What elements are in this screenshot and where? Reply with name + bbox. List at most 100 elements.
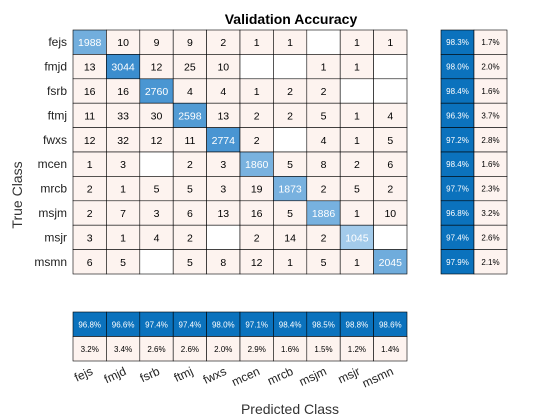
matrix-cell: [339, 249, 374, 275]
matrix-cell: [273, 176, 308, 202]
matrix-cell: [172, 176, 207, 202]
cell-value: 2: [220, 37, 226, 49]
matrix-cell: [373, 200, 408, 226]
col-summary-correct: 98.4%: [279, 320, 302, 329]
cell-value: 16: [84, 86, 96, 98]
cell-value: 2: [321, 86, 327, 98]
cell-value: 7: [120, 208, 126, 220]
matrix-cell: [139, 78, 174, 104]
matrix-cell: [339, 29, 374, 55]
matrix-cell: [139, 176, 174, 202]
matrix-cell: [172, 78, 207, 104]
row-summary-correct: 97.7%: [446, 185, 469, 194]
col-summary-correct-cell: [273, 311, 308, 337]
row-summary-incorrect: 2.3%: [481, 185, 499, 194]
y-tick-label: fmjd: [44, 60, 67, 74]
cell-value: 2: [87, 184, 93, 196]
cell-value: 2774: [212, 135, 236, 147]
y-tick-label: fsrb: [47, 84, 67, 98]
col-summary-incorrect-cell: [139, 336, 174, 362]
col-summary-incorrect: 1.2%: [348, 345, 366, 354]
cell-value: 13: [84, 62, 96, 74]
matrix-cell: [306, 29, 341, 55]
x-tick-label: fejs: [72, 364, 95, 385]
row-summary-correct: 97.4%: [446, 233, 469, 242]
row-summary-correct-cell: [440, 102, 475, 128]
row-summary-correct: 96.8%: [446, 209, 469, 218]
y-tick-label: msjm: [38, 206, 67, 220]
cell-value: 3: [220, 184, 226, 196]
cell-value: 5: [387, 135, 393, 147]
matrix-cell: [239, 200, 274, 226]
cell-value: 2: [321, 232, 327, 244]
col-summary-correct-cell: [373, 311, 408, 337]
matrix-cell: [72, 249, 107, 275]
x-tick-label: fsrb: [138, 364, 162, 385]
y-tick-label: msjr: [44, 230, 67, 244]
x-tick-label: mcen: [229, 364, 262, 389]
matrix-cell: [339, 54, 374, 80]
cell-value: 30: [151, 110, 163, 122]
matrix-cell: [206, 54, 241, 80]
x-tick-label: msjr: [336, 364, 362, 386]
cell-value: 5: [321, 110, 327, 122]
matrix-cell: [239, 249, 274, 275]
col-summary-incorrect-cell: [106, 336, 141, 362]
matrix-cell: [373, 224, 408, 250]
row-summary-correct: 98.4%: [446, 160, 469, 169]
tick-labels: fejsfmjdfsrbftmjfwxsmcenmrcbmsjmmsjrmsmn…: [34, 35, 395, 390]
matrix-cell: [373, 127, 408, 153]
cell-value: 4: [321, 135, 327, 147]
matrix-cell: [339, 151, 374, 177]
matrix-cell: [106, 151, 141, 177]
cell-value: 2: [187, 159, 193, 171]
cell-value: 1: [387, 37, 393, 49]
cell-value: 5: [120, 257, 126, 269]
cell-value: 1: [254, 86, 260, 98]
matrix-cell: [306, 151, 341, 177]
cell-value: 16: [117, 86, 129, 98]
cell-value: 33: [117, 110, 129, 122]
cell-value: 3: [120, 159, 126, 171]
matrix-cell: [172, 102, 207, 128]
chart-title: Validation Accuracy: [225, 11, 358, 27]
cell-value: 1860: [245, 159, 269, 171]
matrix-cell: [273, 54, 308, 80]
matrix-cell: [239, 127, 274, 153]
matrix-cell: [273, 78, 308, 104]
col-summary-incorrect-cell: [239, 336, 274, 362]
row-summary-incorrect-cell: [473, 78, 508, 104]
cell-value: 9: [154, 37, 160, 49]
col-summary-incorrect-cell: [206, 336, 241, 362]
matrix-cell: [106, 127, 141, 153]
row-summary-incorrect-cell: [473, 224, 508, 250]
row-summary-incorrect: 3.2%: [481, 209, 499, 218]
cell-value: 12: [151, 62, 163, 74]
matrix-cell: [239, 78, 274, 104]
row-summary-incorrect-cell: [473, 102, 508, 128]
cell-value: 2: [287, 86, 293, 98]
cell-value: 5: [354, 184, 360, 196]
row-summary-correct-cell: [440, 151, 475, 177]
matrix-cell: [172, 151, 207, 177]
cell-value: 1886: [312, 208, 336, 220]
cell-value: 1: [354, 208, 360, 220]
col-summary-correct: 96.6%: [112, 320, 135, 329]
matrix-cell: [206, 78, 241, 104]
cell-value: 1: [120, 184, 126, 196]
cell-value: 4: [387, 110, 393, 122]
y-tick-label: msmn: [34, 255, 67, 269]
cell-value: 1: [87, 159, 93, 171]
row-summary-incorrect: 2.6%: [481, 233, 499, 242]
col-summary-incorrect-cell: [373, 336, 408, 362]
row-summary-incorrect-cell: [473, 127, 508, 153]
row-summary-incorrect: 2.1%: [481, 258, 499, 267]
col-summary-correct: 97.1%: [245, 320, 268, 329]
row-summary-panel: 98.3% 1.7% 98.0% 2.0% 98.4% 1.6% 96.3% 3.7% 97.2…: [440, 29, 508, 275]
matrix-cell: [239, 151, 274, 177]
matrix-cell: [106, 78, 141, 104]
matrix-cell: [139, 102, 174, 128]
cell-value: 10: [217, 62, 229, 74]
matrix-cell: [273, 249, 308, 275]
